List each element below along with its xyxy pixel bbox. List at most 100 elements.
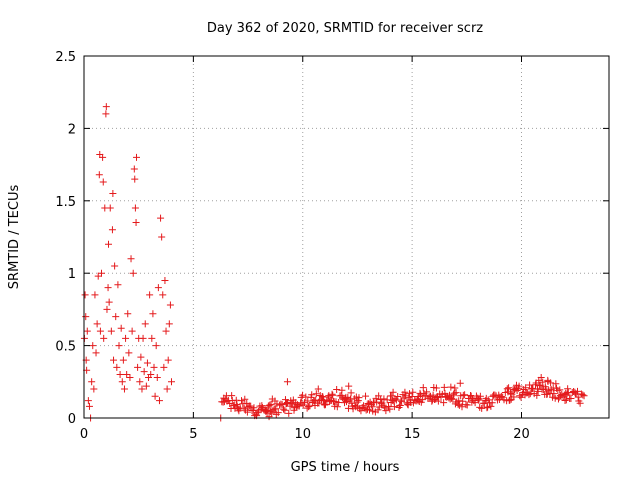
data-point <box>168 378 175 386</box>
data-point <box>126 373 134 381</box>
data-point <box>141 320 149 328</box>
data-point <box>92 349 100 357</box>
data-point <box>556 386 564 394</box>
data-point <box>114 281 122 289</box>
data-point <box>250 404 258 412</box>
data-point <box>283 378 291 386</box>
data-point <box>419 396 427 404</box>
data-point <box>563 390 571 398</box>
data-point <box>419 384 427 392</box>
data-point <box>368 403 376 411</box>
data-point <box>449 395 457 403</box>
data-point <box>308 391 316 399</box>
data-point <box>459 397 467 405</box>
data-point <box>103 305 111 313</box>
data-point <box>139 334 147 342</box>
data-point <box>324 393 332 401</box>
data-point <box>134 363 142 371</box>
data-point <box>440 383 448 391</box>
data-point <box>503 385 511 393</box>
data-point <box>505 384 513 392</box>
data-point <box>377 395 385 403</box>
data-point <box>116 371 124 379</box>
data-point <box>266 401 274 409</box>
data-point <box>89 342 97 350</box>
data-point <box>375 392 383 400</box>
data-point <box>285 409 293 417</box>
data-point <box>152 342 160 350</box>
data-point <box>104 284 112 292</box>
data-point <box>550 390 558 398</box>
data-point <box>576 399 584 407</box>
data-point <box>281 406 289 414</box>
data-point <box>98 269 105 277</box>
data-point <box>386 405 394 413</box>
data-point <box>564 385 572 393</box>
data-point <box>402 392 410 400</box>
data-point <box>380 395 388 403</box>
x-tick-label: 5 <box>189 427 197 442</box>
data-point <box>394 392 402 400</box>
data-point <box>143 359 151 367</box>
data-point <box>265 413 273 421</box>
data-point <box>515 382 523 390</box>
data-point <box>148 334 156 342</box>
data-point <box>84 397 92 405</box>
data-point <box>131 204 139 212</box>
data-point <box>153 373 161 381</box>
data-point <box>434 397 442 405</box>
data-point <box>160 363 168 371</box>
data-point <box>458 403 466 411</box>
data-point <box>159 291 167 299</box>
data-point <box>474 396 482 404</box>
data-point <box>102 110 110 118</box>
data-point <box>551 394 559 402</box>
data-point <box>119 356 127 364</box>
data-point <box>105 298 113 306</box>
data-point <box>102 103 110 111</box>
data-point <box>423 388 431 396</box>
data-point <box>510 393 518 401</box>
data-point <box>579 391 587 399</box>
data-point <box>389 388 397 396</box>
data-point <box>99 178 107 186</box>
data-point <box>163 385 171 393</box>
data-point <box>459 391 467 399</box>
data-point <box>96 327 104 335</box>
data-point <box>381 404 389 412</box>
x-tick-label: 15 <box>404 427 421 442</box>
data-point <box>108 226 116 234</box>
y-tick-label: 1 <box>68 267 76 282</box>
data-point <box>228 392 236 400</box>
data-point <box>117 324 125 332</box>
data-point <box>115 342 123 350</box>
data-point <box>488 399 496 407</box>
data-point <box>463 401 471 409</box>
data-point <box>574 387 581 395</box>
data-point <box>128 327 136 335</box>
data-point <box>105 240 112 248</box>
data-point <box>357 407 365 415</box>
data-point <box>129 269 137 277</box>
axis-ticks: 0 5 10 15 20 0 0.5 1 1.5 2 2.5 <box>55 50 609 442</box>
data-point <box>138 385 146 393</box>
data-point <box>137 353 145 361</box>
data-point <box>120 385 128 393</box>
data-point <box>88 378 96 386</box>
x-tick-label: 10 <box>294 427 311 442</box>
data-point <box>374 406 382 414</box>
data-point <box>304 403 312 411</box>
y-tick-label: 0.5 <box>55 340 76 355</box>
data-point <box>333 403 341 411</box>
data-point <box>525 391 533 399</box>
data-point <box>90 385 98 393</box>
data-point <box>414 397 422 405</box>
data-point <box>335 398 343 406</box>
y-tick-label: 2.5 <box>55 50 76 65</box>
data-point <box>532 381 539 389</box>
data-point <box>451 384 459 392</box>
data-point <box>390 403 398 411</box>
data-point <box>82 313 90 321</box>
data-point <box>140 368 148 376</box>
data-point <box>537 373 545 381</box>
